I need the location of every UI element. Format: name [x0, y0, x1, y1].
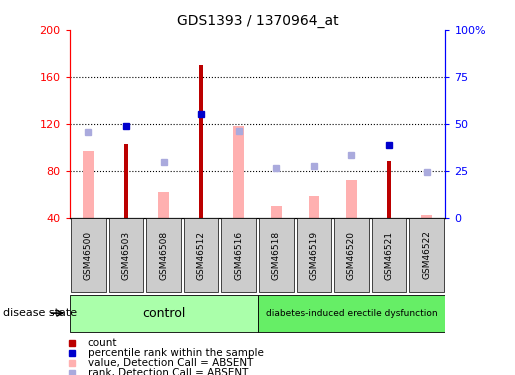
- Bar: [409, 218, 444, 292]
- Text: GSM46500: GSM46500: [84, 230, 93, 280]
- Bar: [184, 218, 218, 292]
- Text: GSM46516: GSM46516: [234, 230, 243, 280]
- Text: GSM46520: GSM46520: [347, 231, 356, 279]
- Bar: [124, 144, 128, 218]
- Text: GSM46503: GSM46503: [122, 230, 130, 280]
- Text: GSM46522: GSM46522: [422, 231, 431, 279]
- Text: disease state: disease state: [3, 308, 77, 318]
- Bar: [372, 218, 406, 292]
- Bar: [221, 218, 256, 292]
- Bar: [70, 295, 258, 332]
- Text: GSM46521: GSM46521: [385, 231, 393, 279]
- Bar: [71, 218, 106, 292]
- Text: GSM46512: GSM46512: [197, 231, 205, 279]
- Bar: [308, 196, 319, 217]
- Bar: [83, 151, 94, 217]
- Bar: [259, 218, 294, 292]
- Bar: [158, 192, 169, 217]
- Text: value, Detection Call = ABSENT: value, Detection Call = ABSENT: [88, 358, 253, 368]
- Bar: [233, 126, 244, 218]
- Text: rank, Detection Call = ABSENT: rank, Detection Call = ABSENT: [88, 368, 248, 375]
- Text: control: control: [142, 307, 185, 320]
- Bar: [421, 215, 432, 217]
- Text: percentile rank within the sample: percentile rank within the sample: [88, 348, 264, 358]
- Text: GSM46519: GSM46519: [310, 230, 318, 280]
- Bar: [146, 218, 181, 292]
- Text: diabetes-induced erectile dysfunction: diabetes-induced erectile dysfunction: [266, 309, 437, 318]
- Bar: [199, 65, 203, 218]
- Bar: [346, 180, 357, 218]
- Bar: [297, 218, 331, 292]
- Text: GSM46518: GSM46518: [272, 230, 281, 280]
- Bar: [258, 295, 445, 332]
- Text: GSM46508: GSM46508: [159, 230, 168, 280]
- Title: GDS1393 / 1370964_at: GDS1393 / 1370964_at: [177, 13, 338, 28]
- Bar: [387, 161, 391, 218]
- Bar: [271, 206, 282, 218]
- Bar: [334, 218, 369, 292]
- Bar: [109, 218, 143, 292]
- Text: count: count: [88, 338, 117, 348]
